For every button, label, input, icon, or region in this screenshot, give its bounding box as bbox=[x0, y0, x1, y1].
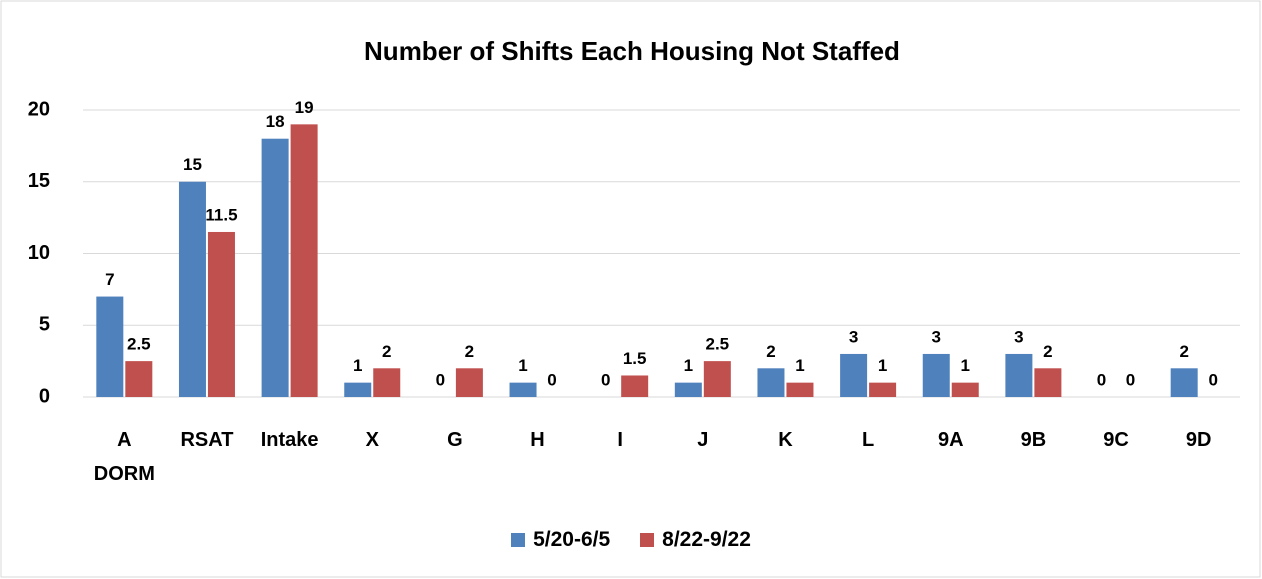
bar bbox=[261, 138, 289, 397]
data-label: 18 bbox=[266, 112, 285, 131]
bar bbox=[178, 181, 206, 397]
data-label: 2 bbox=[382, 342, 391, 361]
bar bbox=[621, 375, 649, 397]
data-label: 2.5 bbox=[706, 335, 730, 354]
bar bbox=[869, 382, 897, 397]
x-tick-label: I bbox=[617, 429, 623, 451]
data-label: 1.5 bbox=[623, 349, 647, 368]
bar bbox=[96, 296, 124, 397]
data-label: 1 bbox=[961, 356, 970, 375]
x-tick-label: J bbox=[697, 429, 709, 451]
x-tick-label: A DORM bbox=[93, 429, 155, 485]
data-label: 1 bbox=[795, 356, 804, 375]
bar bbox=[290, 124, 318, 397]
x-tick-label: H bbox=[530, 429, 545, 451]
bar bbox=[373, 368, 401, 397]
data-label: 0 bbox=[436, 370, 445, 389]
x-tick-label: 9D bbox=[1185, 429, 1212, 451]
y-tick-label: 15 bbox=[28, 170, 50, 192]
bar bbox=[207, 231, 235, 397]
data-label: 0 bbox=[1126, 370, 1135, 389]
data-label: 0 bbox=[1208, 370, 1217, 389]
bar bbox=[922, 353, 950, 397]
data-label: 3 bbox=[932, 327, 941, 346]
bar bbox=[786, 382, 814, 397]
bar bbox=[455, 368, 483, 397]
data-label: 11.5 bbox=[205, 205, 237, 224]
y-tick-label: 0 bbox=[39, 385, 50, 407]
legend-swatch bbox=[511, 533, 526, 547]
legend-swatch bbox=[640, 533, 655, 547]
data-label: 1 bbox=[878, 356, 887, 375]
data-label: 1 bbox=[518, 356, 527, 375]
bar bbox=[951, 382, 979, 397]
legend-item: 5/20-6/5 bbox=[511, 528, 610, 552]
bar bbox=[1005, 353, 1033, 397]
data-label: 2 bbox=[1043, 342, 1052, 361]
legend-label: 5/20-6/5 bbox=[533, 528, 611, 551]
bar bbox=[1034, 368, 1062, 397]
data-label: 2 bbox=[1179, 342, 1188, 361]
legend-label: 8/22-9/22 bbox=[662, 528, 751, 551]
data-label: 3 bbox=[1014, 327, 1023, 346]
data-label: 2 bbox=[465, 342, 474, 361]
y-tick-label: 5 bbox=[39, 314, 50, 336]
y-tick-label: 10 bbox=[28, 242, 50, 264]
y-tick-label: 20 bbox=[28, 98, 50, 120]
bar bbox=[344, 382, 372, 397]
legend-item: 8/22-9/22 bbox=[640, 528, 751, 552]
data-label: 0 bbox=[601, 370, 610, 389]
bar bbox=[703, 361, 731, 397]
data-label: 1 bbox=[353, 356, 362, 375]
data-label: 2 bbox=[766, 342, 775, 361]
x-tick-label: RSAT bbox=[180, 429, 234, 451]
bar bbox=[125, 361, 153, 397]
bar bbox=[840, 353, 868, 397]
data-label: 3 bbox=[849, 327, 858, 346]
chart-title: Number of Shifts Each Housing Not Staffe… bbox=[364, 36, 900, 66]
bar bbox=[757, 368, 785, 397]
data-label: 15 bbox=[183, 155, 202, 174]
x-tick-label: L bbox=[861, 429, 875, 451]
legend: 5/20-6/5 8/22-9/22 bbox=[0, 528, 1262, 552]
x-tick-label: 9C bbox=[1103, 429, 1129, 451]
data-label: 1 bbox=[684, 356, 693, 375]
data-label: 0 bbox=[1097, 370, 1106, 389]
data-label: 0 bbox=[547, 370, 556, 389]
x-tick-label: 9A bbox=[937, 429, 964, 451]
data-label: 2.5 bbox=[127, 335, 151, 354]
x-tick-label: 9B bbox=[1020, 429, 1047, 451]
x-tick-label: G bbox=[447, 429, 463, 451]
x-tick-label: X bbox=[365, 429, 379, 451]
bar bbox=[674, 382, 702, 397]
x-tick-label: K bbox=[778, 429, 793, 451]
data-label: 7 bbox=[105, 270, 114, 289]
bar bbox=[509, 382, 537, 397]
x-tick-label: Intake bbox=[260, 429, 319, 451]
data-label: 19 bbox=[295, 98, 314, 117]
bar bbox=[1170, 368, 1198, 397]
